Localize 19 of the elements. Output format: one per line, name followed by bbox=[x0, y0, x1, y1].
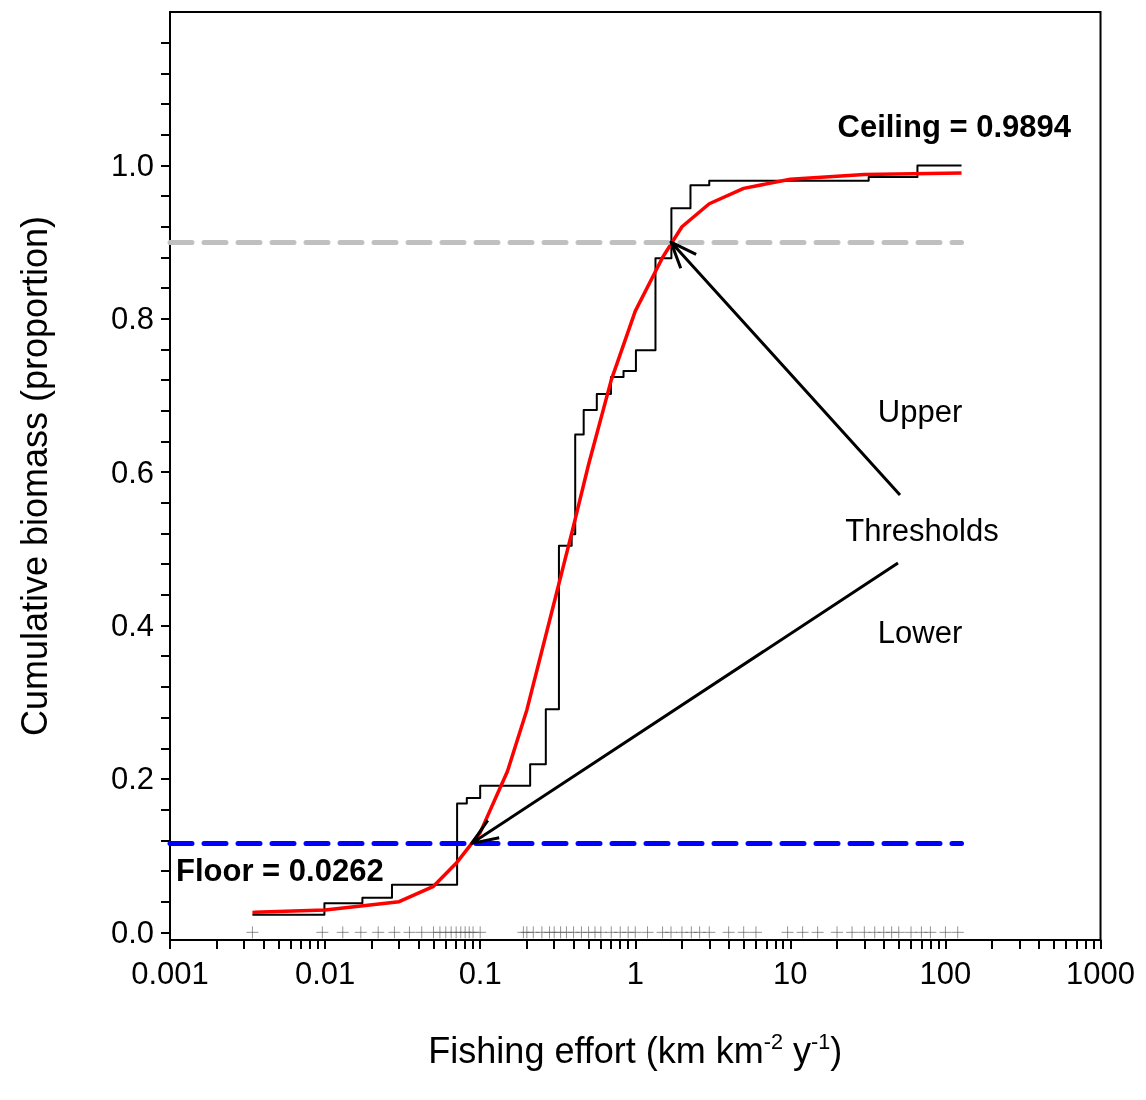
y-tick-label: 0.0 bbox=[110, 914, 154, 950]
x-tick-label: 0.001 bbox=[131, 956, 209, 991]
annotation: Thresholds bbox=[845, 512, 999, 548]
x-tick-label: 0.01 bbox=[294, 956, 356, 991]
y-tick-label: 1.0 bbox=[110, 147, 154, 183]
y-tick-label: 0.8 bbox=[110, 301, 154, 337]
x-tick-label: 10 bbox=[773, 956, 808, 991]
x-tick-label: 0.1 bbox=[458, 956, 502, 991]
annotation: Ceiling = 0.9894 bbox=[837, 108, 1072, 144]
y-tick-label: 0.2 bbox=[110, 761, 154, 797]
annotation: Upper bbox=[877, 393, 963, 429]
y-axis-title: Cumulative biomass (proportion) bbox=[13, 215, 55, 737]
annotation: Lower bbox=[877, 614, 963, 650]
x-tick-label: 1000 bbox=[1066, 956, 1135, 991]
annotation: Floor = 0.0262 bbox=[176, 852, 384, 888]
y-tick-label: 0.6 bbox=[110, 454, 154, 490]
y-tick-label: 0.4 bbox=[110, 608, 154, 644]
x-tick-label: 100 bbox=[919, 956, 972, 991]
x-tick-label: 1 bbox=[626, 956, 644, 991]
